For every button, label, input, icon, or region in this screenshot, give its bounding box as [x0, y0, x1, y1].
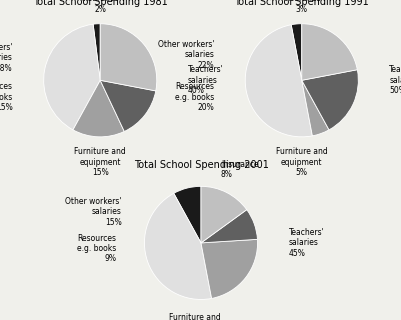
Title: Total School Spending 1991: Total School Spending 1991	[234, 0, 368, 7]
Wedge shape	[200, 186, 246, 243]
Text: Other workers'
salaries
28%: Other workers' salaries 28%	[0, 43, 12, 73]
Wedge shape	[44, 24, 100, 130]
Wedge shape	[173, 186, 200, 243]
Wedge shape	[301, 70, 357, 130]
Title: Total School Spending 2001: Total School Spending 2001	[133, 160, 268, 170]
Text: Other workers'
salaries
22%: Other workers' salaries 22%	[157, 40, 214, 70]
Title: Total School Spending 1981: Total School Spending 1981	[33, 0, 167, 7]
Text: Furniture and
equipment
23%: Furniture and equipment 23%	[169, 313, 221, 320]
Wedge shape	[301, 80, 328, 136]
Wedge shape	[200, 210, 257, 243]
Wedge shape	[73, 80, 124, 137]
Text: Furniture and
equipment
5%: Furniture and equipment 5%	[275, 148, 327, 177]
Wedge shape	[93, 24, 100, 80]
Text: Insurance
3%: Insurance 3%	[282, 0, 320, 14]
Text: Teachers'
salaries
45%: Teachers' salaries 45%	[288, 228, 324, 258]
Text: Insurance
8%: Insurance 8%	[220, 160, 258, 179]
Text: Resources
e.g. books
20%: Resources e.g. books 20%	[174, 82, 214, 112]
Text: Teachers'
salaries
50%: Teachers' salaries 50%	[389, 65, 401, 95]
Wedge shape	[200, 239, 257, 299]
Wedge shape	[290, 24, 301, 80]
Text: Resources
e.g. books
9%: Resources e.g. books 9%	[77, 234, 116, 263]
Text: Other workers'
salaries
15%: Other workers' salaries 15%	[65, 197, 122, 227]
Wedge shape	[301, 24, 356, 80]
Wedge shape	[100, 80, 156, 132]
Text: Teachers'
salaries
40%: Teachers' salaries 40%	[187, 65, 223, 95]
Wedge shape	[144, 193, 211, 300]
Wedge shape	[245, 25, 312, 137]
Wedge shape	[100, 24, 156, 91]
Text: Furniture and
equipment
15%: Furniture and equipment 15%	[74, 148, 126, 177]
Text: Insurance
2%: Insurance 2%	[81, 0, 119, 14]
Text: Resources
e.g. books
15%: Resources e.g. books 15%	[0, 82, 12, 112]
